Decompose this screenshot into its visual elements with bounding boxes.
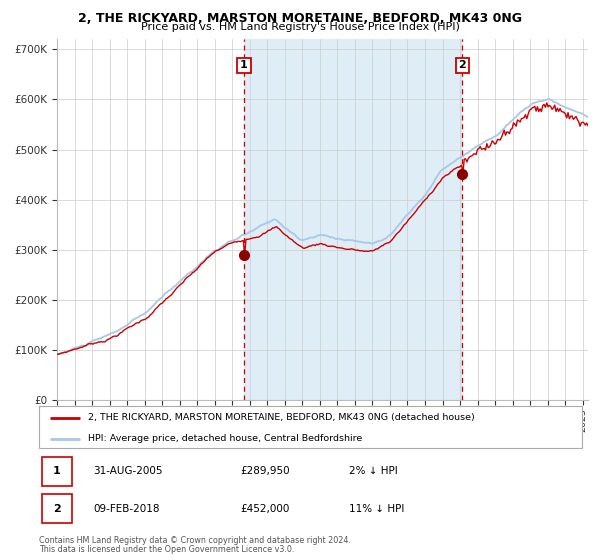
Text: £452,000: £452,000 xyxy=(240,504,289,514)
Text: 31-AUG-2005: 31-AUG-2005 xyxy=(94,466,163,476)
Text: This data is licensed under the Open Government Licence v3.0.: This data is licensed under the Open Gov… xyxy=(39,545,295,554)
Text: 1: 1 xyxy=(53,466,61,476)
FancyBboxPatch shape xyxy=(42,456,71,486)
Text: 2, THE RICKYARD, MARSTON MORETAINE, BEDFORD, MK43 0NG (detached house): 2, THE RICKYARD, MARSTON MORETAINE, BEDF… xyxy=(88,413,475,422)
Text: 2: 2 xyxy=(458,60,466,71)
Text: 11% ↓ HPI: 11% ↓ HPI xyxy=(349,504,404,514)
Text: 09-FEB-2018: 09-FEB-2018 xyxy=(94,504,160,514)
Text: 2% ↓ HPI: 2% ↓ HPI xyxy=(349,466,397,476)
FancyBboxPatch shape xyxy=(42,494,71,524)
Text: 1: 1 xyxy=(240,60,248,71)
Text: Contains HM Land Registry data © Crown copyright and database right 2024.: Contains HM Land Registry data © Crown c… xyxy=(39,536,351,545)
Text: 2, THE RICKYARD, MARSTON MORETAINE, BEDFORD, MK43 0NG: 2, THE RICKYARD, MARSTON MORETAINE, BEDF… xyxy=(78,12,522,25)
Text: £289,950: £289,950 xyxy=(240,466,290,476)
Text: Price paid vs. HM Land Registry's House Price Index (HPI): Price paid vs. HM Land Registry's House … xyxy=(140,22,460,32)
FancyBboxPatch shape xyxy=(39,406,582,448)
Text: 2: 2 xyxy=(53,504,61,514)
Text: HPI: Average price, detached house, Central Bedfordshire: HPI: Average price, detached house, Cent… xyxy=(88,434,362,444)
